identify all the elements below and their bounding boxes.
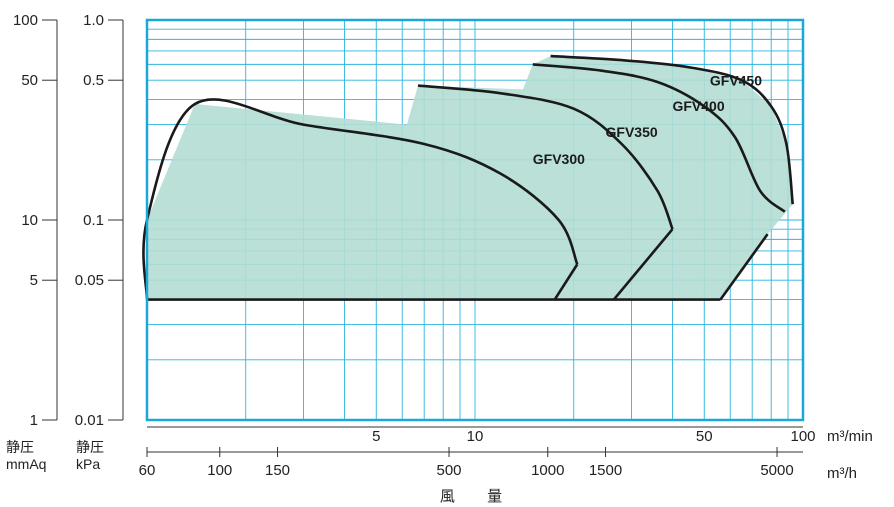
x-axis-m3min-tick-label: 5 xyxy=(372,428,380,445)
y-axis-kpa: 1.0 0.5 0.1 0.05 0.01 xyxy=(75,12,124,429)
y-axis-mmaq-tick-label: 5 xyxy=(30,272,38,289)
curve-labels: GFV300 GFV350 GFV400 GFV450 xyxy=(533,73,762,168)
curve-gfv350-tail xyxy=(612,228,674,301)
x-axis-m3h-tick-label: 1500 xyxy=(589,462,622,479)
y-axis-mmaq-unit: mmAq xyxy=(6,456,46,472)
performance-curves xyxy=(142,54,794,301)
y-axis-mmaq-tick-label: 100 xyxy=(13,12,38,29)
y-axis-kpa-tick-label: 0.1 xyxy=(83,212,104,229)
x-axis-m3h: 60 100 150 500 1000 1500 5000 xyxy=(139,447,803,479)
curve-right-edge xyxy=(719,233,769,301)
x-axis-m3h-tick-label: 1000 xyxy=(531,462,564,479)
y-axis-mmaq-tick-label: 1 xyxy=(30,412,38,429)
x-axis-m3min-tick-label: 10 xyxy=(467,428,484,445)
y-axis-kpa-tick-label: 0.01 xyxy=(75,412,104,429)
curve-label-gfv300: GFV300 xyxy=(533,151,585,167)
operating-region-fill xyxy=(147,56,793,300)
x-axis-title: 風 量 xyxy=(440,488,516,505)
x-axis-m3h-tick-label: 500 xyxy=(437,462,462,479)
y-axis-mmaq-label: 静圧 xyxy=(6,439,34,455)
y-axis-mmaq-tick-label: 10 xyxy=(21,212,38,229)
x-axis-m3min-tick-label: 50 xyxy=(696,428,713,445)
y-axis-kpa-tick-label: 0.5 xyxy=(83,72,104,89)
curve-gfv350 xyxy=(417,84,674,230)
y-axis-mmaq-tick-label: 50 xyxy=(21,72,38,89)
x-axis-m3h-tick-label: 60 xyxy=(139,462,156,479)
y-axis-kpa-tick-label: 1.0 xyxy=(83,12,104,29)
x-axis-m3h-unit: m³/h xyxy=(827,465,857,482)
y-axis-kpa-tick-label: 0.05 xyxy=(75,272,104,289)
y-axis-mmaq: 100 50 10 5 1 xyxy=(13,12,58,429)
x-axis-m3min-tick-label: 100 xyxy=(790,428,815,445)
y-axis-kpa-unit: kPa xyxy=(76,456,100,472)
curve-gfv300 xyxy=(142,98,579,300)
curve-label-gfv450: GFV450 xyxy=(710,73,762,89)
x-axis-m3h-tick-label: 100 xyxy=(207,462,232,479)
curve-gfv450 xyxy=(550,54,794,205)
plot-frame xyxy=(145,18,805,422)
curve-label-gfv350: GFV350 xyxy=(606,124,658,140)
x-axis-m3min-unit: m³/min xyxy=(827,428,873,445)
curve-label-gfv400: GFV400 xyxy=(672,98,724,114)
curve-gfv400 xyxy=(532,63,786,213)
x-axis-m3min: 5 10 50 100 xyxy=(147,426,816,445)
x-axis-m3h-tick-label: 150 xyxy=(265,462,290,479)
curve-gfv300-tail xyxy=(553,263,579,301)
x-axis-m3h-tick-label: 5000 xyxy=(760,462,793,479)
y-axis-kpa-label: 静圧 xyxy=(76,439,104,455)
